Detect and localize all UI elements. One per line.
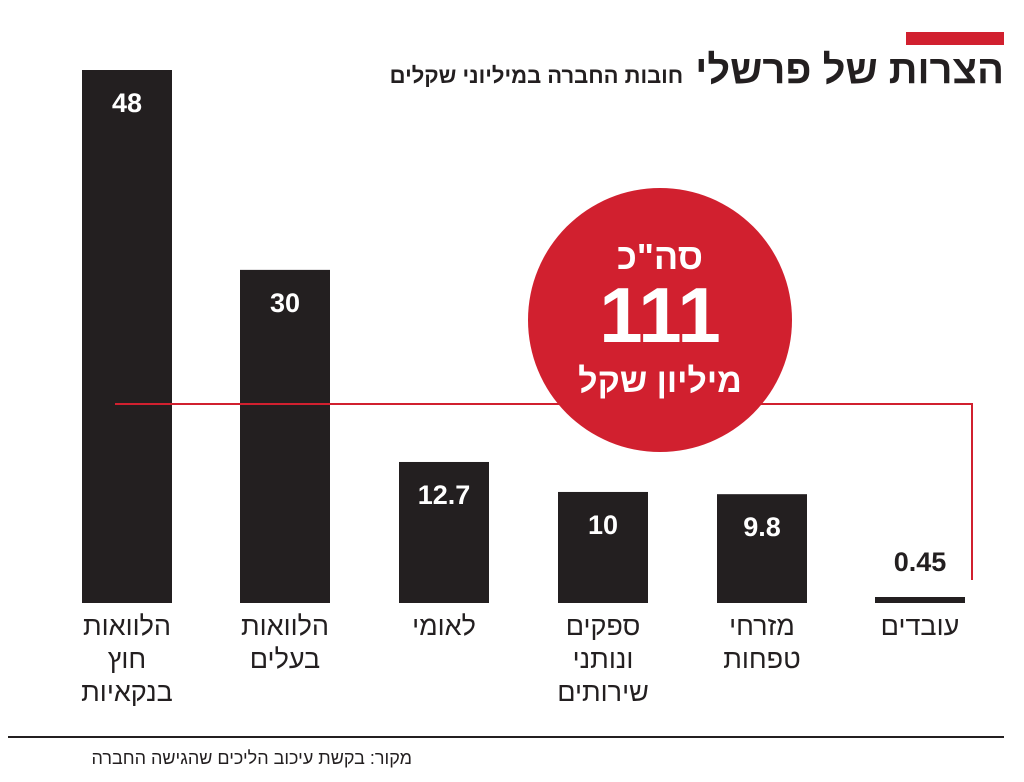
category-label-line: ספקים bbox=[565, 611, 641, 641]
value-label-3: 10 bbox=[588, 510, 618, 540]
accent-bar bbox=[906, 32, 1004, 45]
bar-2 bbox=[399, 461, 489, 603]
source-note: מקור: בקשת עיכוב הליכים שהגישה החברה bbox=[91, 748, 412, 768]
value-label-4: 9.8 bbox=[743, 512, 781, 542]
category-label-line: ונותני bbox=[572, 644, 634, 674]
category-label-line: לאומי bbox=[412, 611, 476, 641]
category-label-line: בנקאיות bbox=[81, 677, 173, 707]
value-label-5: 0.45 bbox=[894, 547, 947, 577]
total-unit: מיליון שקל bbox=[578, 362, 742, 400]
category-label-line: טפחות bbox=[723, 644, 801, 674]
bar-4 bbox=[717, 494, 807, 603]
category-label-5: עובדים bbox=[850, 610, 990, 643]
total-badge: סה"כ 111 מיליון שקל bbox=[528, 188, 792, 452]
total-connector-line bbox=[115, 403, 973, 580]
category-label-line: שירותים bbox=[557, 677, 649, 707]
value-label-1: 30 bbox=[270, 288, 300, 318]
category-label-line: עובדים bbox=[880, 611, 960, 641]
bar-0 bbox=[82, 70, 172, 603]
bar-3 bbox=[558, 491, 648, 603]
category-label-3: ספקים ונותני שירותים bbox=[533, 610, 673, 709]
category-label-1: הלוואות בעלים bbox=[215, 610, 355, 676]
value-label-2: 12.7 bbox=[418, 480, 471, 510]
value-label-0: 48 bbox=[112, 88, 142, 118]
category-label-2: לאומי bbox=[374, 610, 514, 643]
bar-5 bbox=[875, 597, 965, 603]
chart-header: הצרות של פרשלי חובות החברה במיליוני שקלי… bbox=[390, 50, 1004, 90]
category-label-line: בעלים bbox=[249, 644, 321, 674]
bottom-rule bbox=[8, 736, 1004, 738]
chart-subtitle: חובות החברה במיליוני שקלים bbox=[389, 63, 684, 88]
chart-title: הצרות של פרשלי bbox=[695, 48, 1004, 92]
category-label-line: חוץ bbox=[107, 644, 147, 674]
category-label-line: מזרחי bbox=[729, 611, 795, 641]
category-label-line: הלוואות bbox=[240, 611, 330, 641]
category-label-line: הלוואות bbox=[82, 611, 172, 641]
total-value: 111 bbox=[599, 271, 721, 359]
category-label-0: הלוואות חוץ בנקאיות bbox=[57, 610, 197, 709]
total-prefix: סה"כ bbox=[616, 236, 704, 277]
category-label-4: מזרחי טפחות bbox=[692, 610, 832, 676]
bar-chart: 48 30 12.7 10 9.8 0.45 bbox=[82, 70, 973, 603]
bar-1 bbox=[240, 269, 330, 603]
